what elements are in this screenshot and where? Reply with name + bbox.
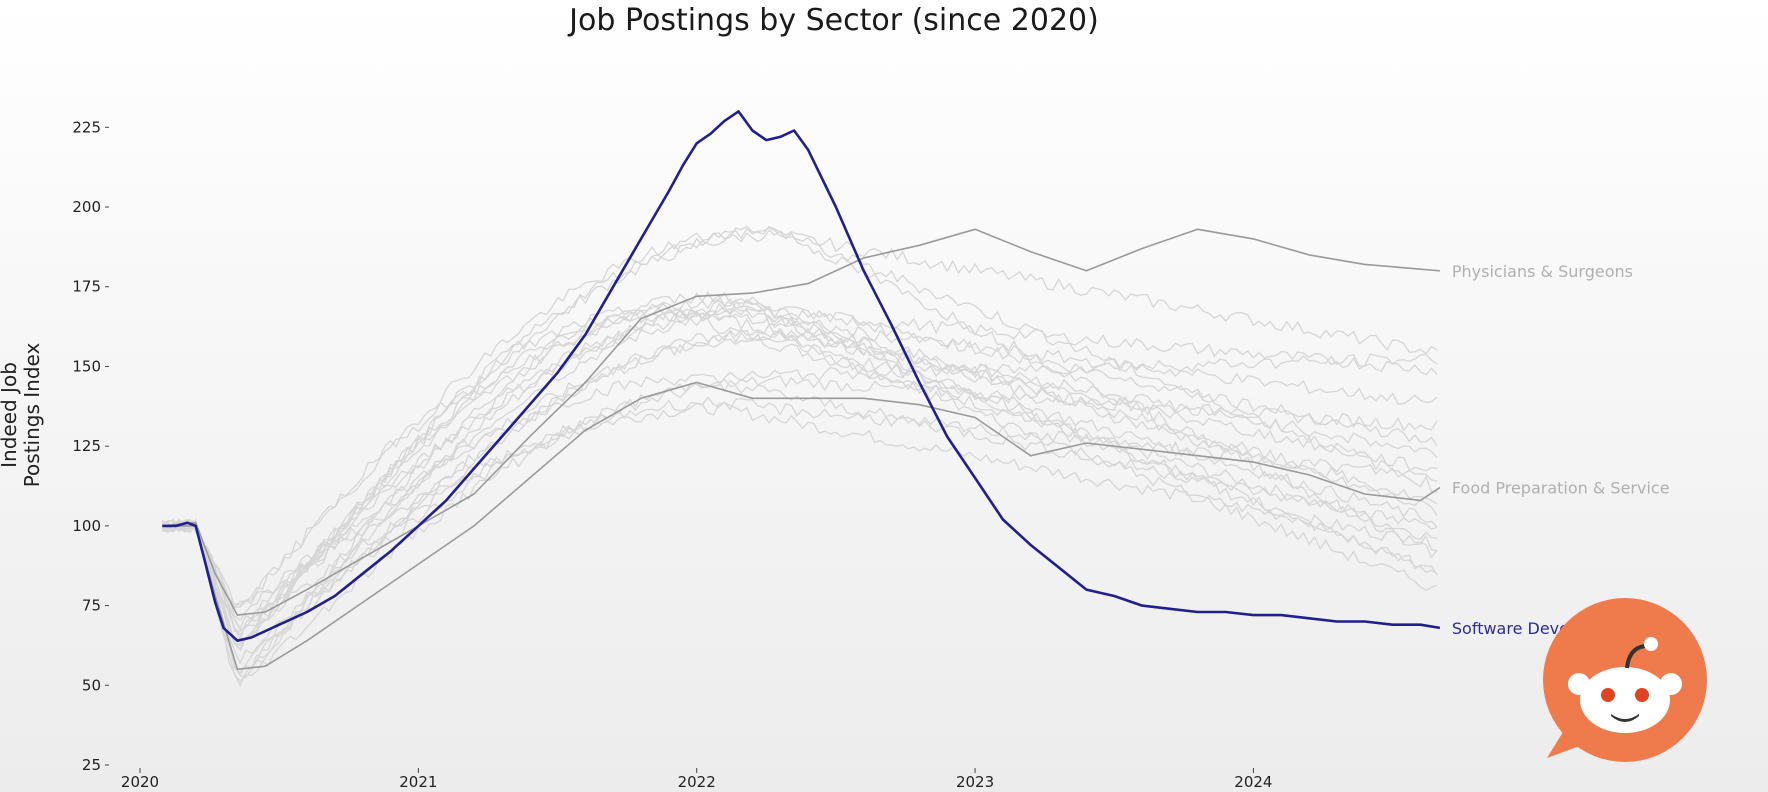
- y-tick-label: 75: [82, 597, 101, 615]
- background-series-line: [162, 301, 1438, 632]
- highlighted-series-line: [162, 228, 1440, 616]
- background-series-line: [161, 298, 1438, 679]
- y-tick-label: 25: [82, 756, 101, 774]
- y-axis: 25 50 75 100 125 150 175 200 225: [72, 118, 109, 774]
- y-tick-label: 225: [72, 118, 101, 136]
- x-tick-label: 2022: [678, 773, 716, 791]
- background-series-line: [162, 328, 1438, 676]
- background-series-line: [161, 229, 1438, 651]
- series-end-label: Food Preparation & Service: [1452, 479, 1670, 498]
- reddit-snoo-icon: [1543, 598, 1707, 762]
- x-tick-label: 2023: [956, 773, 994, 791]
- background-series-line: [161, 225, 1438, 608]
- y-tick-label: 125: [72, 437, 101, 455]
- background-series-line: [161, 375, 1438, 637]
- x-tick-label: 2020: [121, 773, 159, 791]
- background-series-line: [162, 307, 1438, 675]
- y-tick-label: 100: [72, 517, 101, 535]
- software-development-line: [162, 110, 1441, 643]
- chart-title: Job Postings by Sector (since 2020): [567, 3, 1099, 38]
- y-axis-label-line: Indeed Job: [0, 362, 21, 468]
- y-tick-label: 200: [72, 198, 101, 216]
- y-tick-label: 175: [72, 278, 101, 296]
- highlighted-series-lines: [162, 110, 1441, 671]
- background-series-line: [161, 396, 1438, 666]
- background-series-line: [161, 353, 1438, 683]
- background-series-line: [161, 305, 1438, 631]
- x-tick-label: 2021: [399, 773, 437, 791]
- background-series-line: [162, 291, 1438, 688]
- y-axis-label: Indeed Job Postings Index: [0, 343, 44, 488]
- x-tick-label: 2024: [1234, 773, 1272, 791]
- series-end-label: Physicians & Surgeons: [1452, 262, 1633, 281]
- background-series-lines: [161, 225, 1438, 688]
- y-tick-label: 50: [82, 676, 101, 694]
- y-tick-label: 150: [72, 357, 101, 375]
- background-series-line: [161, 331, 1438, 674]
- x-axis: 2020 2021 2022 2023 2024: [121, 768, 1272, 791]
- y-axis-label-line: Postings Index: [20, 343, 44, 488]
- highlighted-series-line: [162, 381, 1441, 671]
